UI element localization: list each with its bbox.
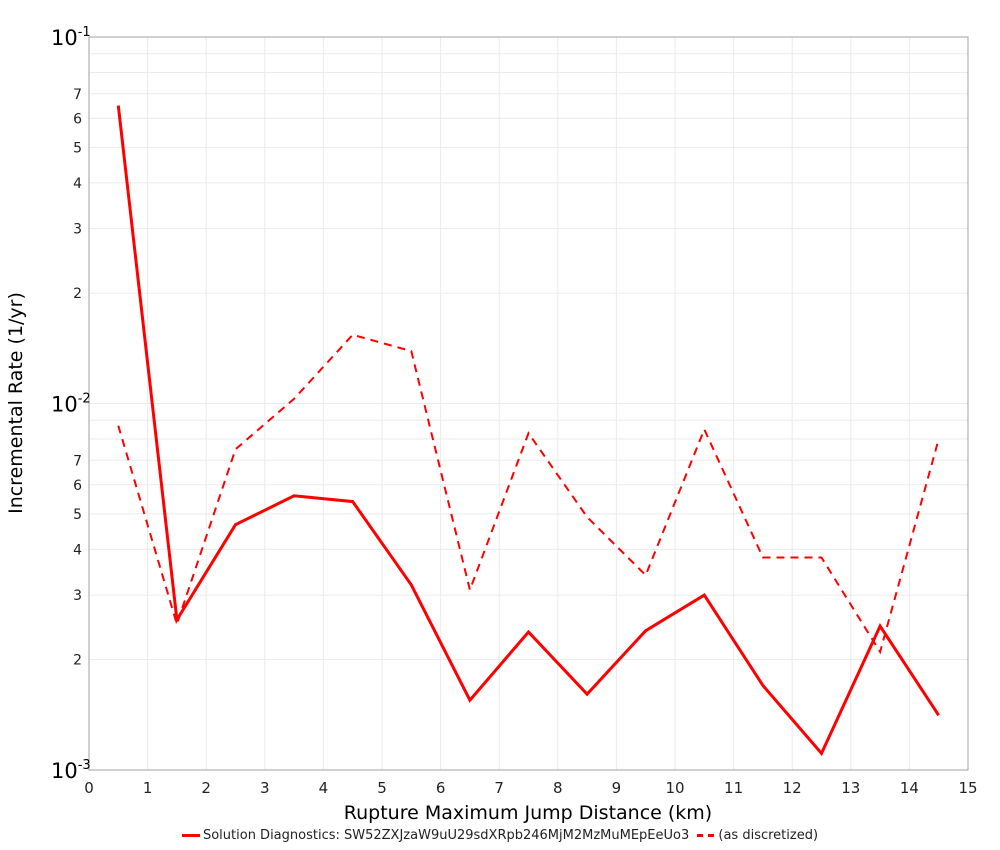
- x-tick-label: 10: [665, 779, 684, 797]
- y-minor-tick-label: 3: [73, 588, 82, 604]
- y-axis-title: Incremental Rate (1/yr): [5, 292, 27, 514]
- legend-item-solution[interactable]: Solution Diagnostics: SW52ZXJzaW9uU29sdX…: [181, 828, 690, 843]
- x-tick-label: 12: [783, 779, 802, 797]
- plot-area: [88, 36, 969, 771]
- legend-label-solution: Solution Diagnostics: SW52ZXJzaW9uU29sdX…: [202, 828, 690, 843]
- dashed-line-swatch-icon: [697, 834, 716, 837]
- x-tick-label: 3: [260, 779, 270, 797]
- x-axis-title: Rupture Maximum Jump Distance (km): [344, 802, 712, 824]
- y-axis-ticks: 10-1 10-2 10-3 2 3 4 5 6 7 2 3 4 5 6 7: [51, 25, 91, 783]
- y-minor-tick-label: 7: [73, 453, 82, 469]
- y-minor-tick-label: 6: [73, 111, 82, 127]
- y-minor-tick-label: 2: [73, 286, 82, 302]
- x-tick-label: 7: [494, 779, 504, 797]
- legend: Solution Diagnostics: SW52ZXJzaW9uU29sdX…: [0, 826, 1000, 843]
- discretized-series-line: [117, 333, 940, 655]
- legend-item-discretized[interactable]: (as discretized): [697, 828, 818, 843]
- x-tick-label: 5: [377, 779, 387, 797]
- y-decade-tick-label: 10-2: [51, 392, 91, 417]
- x-tick-label: 15: [958, 779, 977, 797]
- x-tick-label: 9: [612, 779, 622, 797]
- y-minor-tick-label: 5: [73, 140, 82, 156]
- grid-lines: [88, 37, 969, 771]
- y-minor-tick-label: 4: [73, 176, 82, 192]
- y-minor-tick-label: 7: [73, 87, 82, 103]
- x-tick-label: 4: [319, 779, 329, 797]
- y-decade-tick-label: 10-1: [51, 25, 91, 50]
- y-minor-tick-label: 5: [73, 507, 82, 523]
- x-tick-label: 1: [143, 779, 153, 797]
- x-tick-label: 13: [841, 779, 860, 797]
- series-lines: [116, 105, 940, 757]
- y-minor-tick-label: 3: [73, 222, 82, 238]
- y-minor-tick-label: 4: [73, 542, 82, 558]
- y-minor-tick-label: 2: [73, 653, 82, 669]
- legend-label-discretized: (as discretized): [718, 828, 819, 843]
- x-tick-label: 2: [201, 779, 211, 797]
- x-tick-label: 8: [553, 779, 563, 797]
- x-tick-label: 14: [900, 779, 919, 797]
- y-minor-tick-label: 6: [73, 478, 82, 494]
- x-axis-ticks: 0 1 2 3 4 5 6 7 8 9 10 11 12 13 14 15: [84, 779, 977, 797]
- x-tick-label: 6: [436, 779, 446, 797]
- y-decade-tick-label: 10-3: [51, 758, 91, 783]
- solid-line-swatch-icon: [181, 834, 200, 837]
- solution-series-line: [116, 105, 940, 757]
- x-tick-label: 0: [84, 779, 94, 797]
- x-tick-label: 11: [724, 779, 743, 797]
